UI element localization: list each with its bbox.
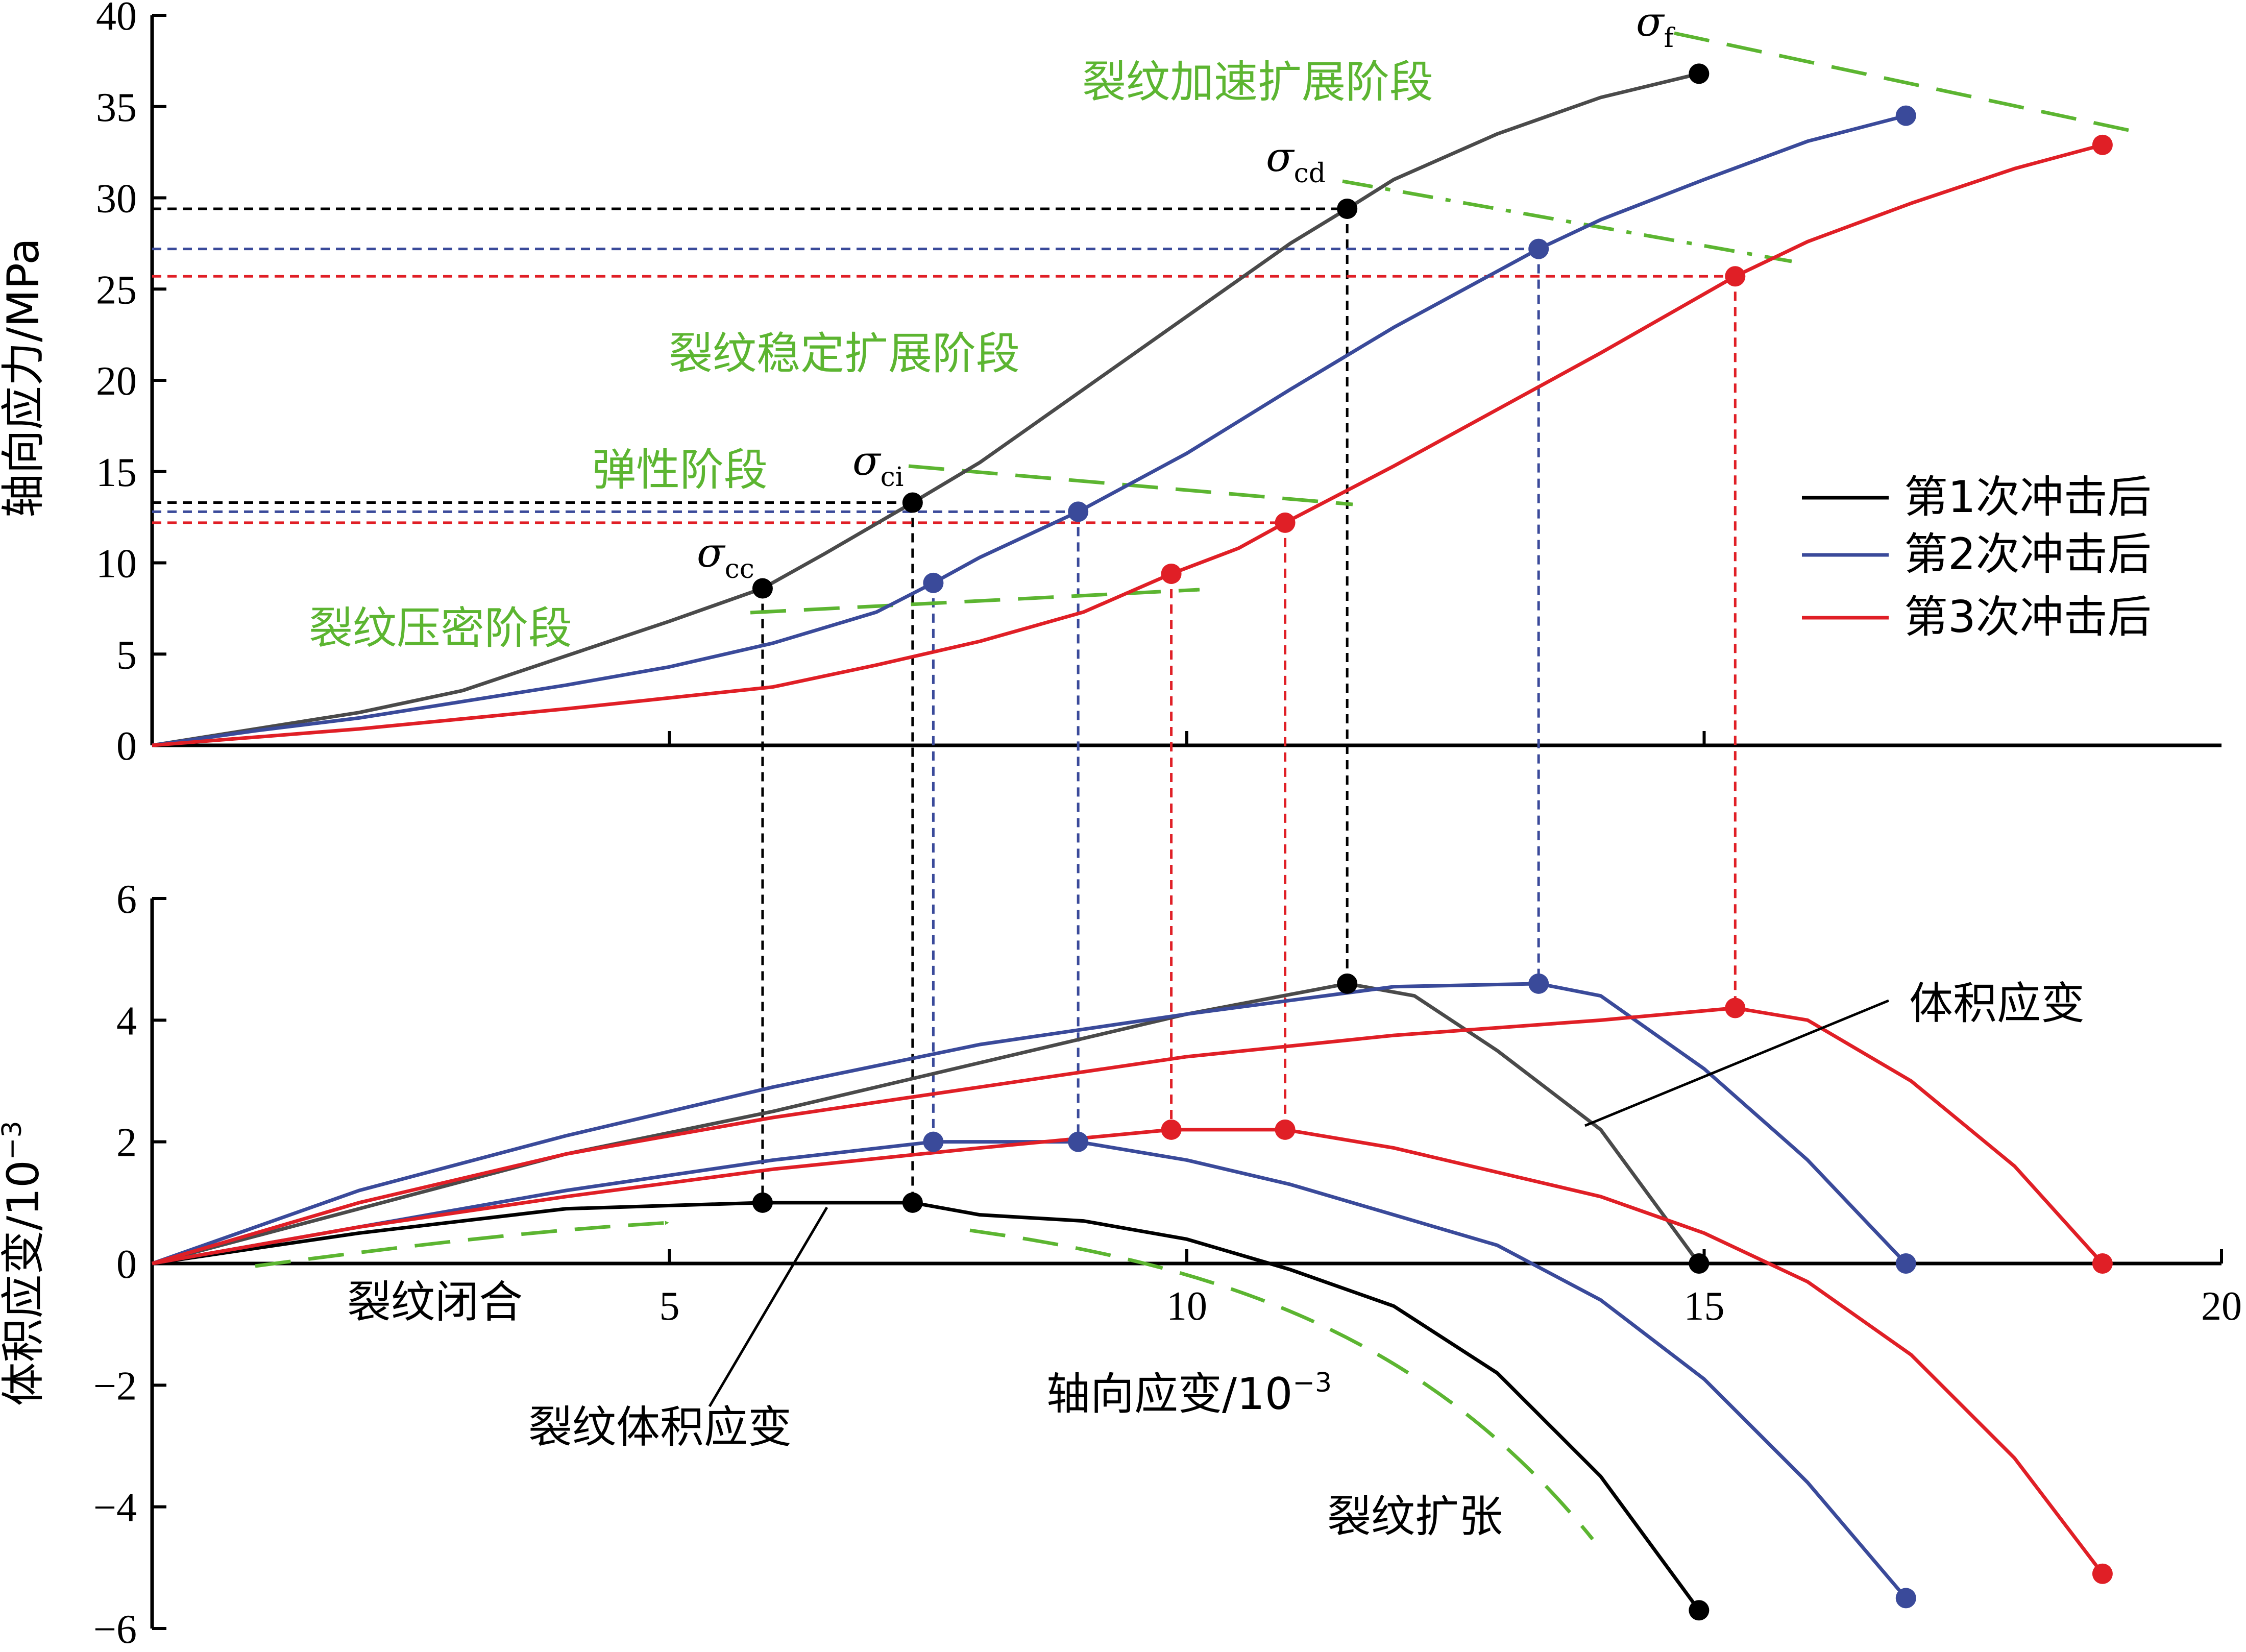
volumetric-strain-label: 体积应变 bbox=[1909, 978, 2085, 1029]
bottom-x-tick-label: 15 bbox=[1684, 1284, 1725, 1329]
bottom-annotations: 体积应变 裂纹体积应变 裂纹闭合 裂纹扩张 bbox=[347, 978, 2085, 1542]
key-point bbox=[2092, 134, 2113, 155]
bottom-x-title: 轴向应变/10−3 bbox=[1046, 1368, 1332, 1420]
bottom-y-tick-label: 4 bbox=[116, 999, 137, 1043]
volumetric-strain-curve-3 bbox=[152, 1006, 2104, 1266]
legend-label-3: 第3次冲击后 bbox=[1904, 592, 2152, 643]
key-point bbox=[1895, 1253, 1916, 1274]
stage-label-compaction: 裂纹压密阶段 bbox=[309, 603, 572, 654]
arrow-cd bbox=[1342, 179, 1792, 263]
key-point bbox=[1895, 1588, 1916, 1609]
key-point bbox=[752, 1192, 773, 1213]
bottom-x-tick-label: 20 bbox=[2201, 1284, 2242, 1329]
crack-closure-label: 裂纹闭合 bbox=[347, 1277, 523, 1328]
key-point bbox=[2092, 1563, 2113, 1584]
arrow-closure bbox=[255, 1221, 669, 1268]
bottom-y-tick-label: 6 bbox=[116, 877, 137, 922]
key-point bbox=[1895, 105, 1916, 126]
key-point bbox=[1161, 1119, 1182, 1140]
top-y-tick-label: 25 bbox=[96, 268, 137, 312]
key-point bbox=[1275, 1119, 1296, 1140]
top-ticks: 0 5 10 15 20 25 30 35 40 bbox=[96, 0, 1706, 769]
key-point bbox=[1528, 973, 1549, 994]
top-y-title: 轴向应力/MPa bbox=[0, 238, 49, 518]
volumetric-strain-leader bbox=[1584, 999, 1889, 1127]
sigma-ci-label: σci bbox=[852, 437, 904, 493]
top-y-tick-label: 0 bbox=[116, 724, 137, 769]
key-point bbox=[1068, 1131, 1089, 1152]
key-point bbox=[1337, 973, 1358, 994]
sigma-cd-label: σcd bbox=[1266, 133, 1326, 189]
key-point bbox=[902, 1192, 923, 1213]
legend: 第1次冲击后 第2次冲击后 第3次冲击后 bbox=[1802, 472, 2152, 643]
arrow-cc bbox=[750, 588, 1200, 615]
top-y-tick-label: 10 bbox=[96, 542, 137, 587]
key-point bbox=[1725, 998, 1746, 1018]
bottom-y-tick-label: −4 bbox=[93, 1486, 137, 1530]
volumetric-strain-curve-2 bbox=[151, 982, 1908, 1266]
top-y-tick-label: 35 bbox=[96, 85, 137, 130]
arrow-expansion bbox=[969, 1228, 1594, 1541]
key-point bbox=[1068, 501, 1089, 522]
crack-volumetric-strain-curve-1 bbox=[152, 1201, 1701, 1612]
key-point bbox=[1275, 512, 1296, 533]
data-curves bbox=[151, 71, 2104, 1612]
sigma-cc-label: σcc bbox=[697, 529, 754, 585]
stage-label-accelerated: 裂纹加速扩展阶段 bbox=[1082, 57, 1433, 108]
bottom-y-tick-label: 0 bbox=[116, 1242, 137, 1287]
top-y-tick-label: 40 bbox=[96, 0, 137, 39]
key-point bbox=[1161, 563, 1182, 584]
key-point bbox=[1689, 1600, 1710, 1621]
bottom-y-title: 体积应变/10−3 bbox=[0, 1121, 49, 1406]
stress-curve-3 bbox=[152, 143, 2103, 747]
bottom-x-tick-label: 5 bbox=[660, 1284, 680, 1329]
key-point bbox=[1528, 238, 1549, 259]
crack-volumetric-strain-curve-2 bbox=[152, 1140, 1908, 1599]
top-y-tick-label: 15 bbox=[96, 450, 137, 495]
bottom-x-tick-label: 10 bbox=[1166, 1284, 1207, 1329]
key-point bbox=[1689, 1253, 1710, 1274]
crack-volumetric-strain-leader bbox=[708, 1206, 828, 1407]
legend-label-2: 第2次冲击后 bbox=[1904, 529, 2152, 580]
stage-labels: 裂纹加速扩展阶段 裂纹稳定扩展阶段 弹性阶段 裂纹压密阶段 bbox=[309, 57, 1433, 654]
top-y-tick-label: 5 bbox=[116, 633, 137, 677]
top-axes: 0 5 10 15 20 25 30 35 40 bbox=[96, 0, 2221, 769]
top-y-tick-label: 20 bbox=[96, 359, 137, 404]
key-point bbox=[1337, 198, 1358, 219]
top-y-tick-label: 30 bbox=[96, 177, 137, 222]
bottom-y-tick-label: −2 bbox=[93, 1364, 137, 1408]
key-points bbox=[752, 63, 2113, 1621]
key-point bbox=[923, 1131, 944, 1152]
sigma-f-label: σf bbox=[1636, 0, 1676, 54]
key-point bbox=[1725, 266, 1746, 287]
crack-volumetric-strain-curve-3 bbox=[152, 1128, 2104, 1575]
legend-label-1: 第1次冲击后 bbox=[1904, 472, 2152, 523]
key-point bbox=[2092, 1253, 2113, 1274]
bottom-y-tick-label: −6 bbox=[93, 1607, 137, 1652]
key-point bbox=[923, 572, 944, 593]
stage-label-stable: 裂纹稳定扩展阶段 bbox=[669, 328, 1020, 379]
guide-lines bbox=[152, 207, 1737, 1203]
key-point bbox=[1689, 63, 1710, 84]
key-point bbox=[902, 492, 923, 513]
stage-label-elastic: 弹性阶段 bbox=[592, 445, 768, 496]
bottom-y-tick-label: 2 bbox=[116, 1121, 137, 1165]
crack-expansion-label: 裂纹扩张 bbox=[1327, 1491, 1503, 1542]
crack-volumetric-strain-label: 裂纹体积应变 bbox=[528, 1402, 792, 1453]
sigma-labels: σcc σci σcd σf bbox=[697, 0, 1676, 585]
key-point bbox=[752, 578, 773, 599]
arrow-f bbox=[1674, 31, 2129, 132]
stress-curve-1 bbox=[152, 71, 1700, 747]
stress-curve-2 bbox=[152, 114, 1907, 747]
